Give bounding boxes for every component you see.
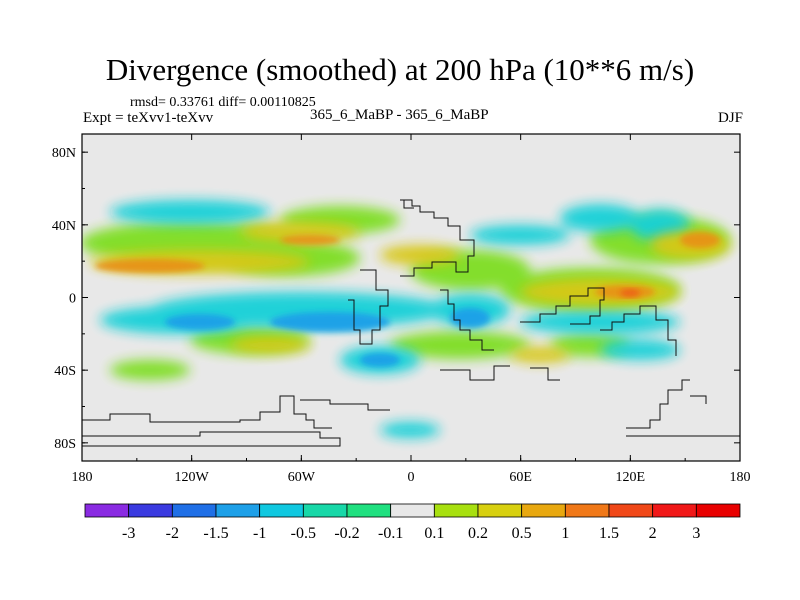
colorbar-label: -0.1 [378, 525, 403, 542]
y-tick-label: 80N [52, 146, 76, 161]
y-tick-label: 40S [54, 364, 76, 379]
colorbar-swatch [433, 503, 479, 518]
season-label: DJF [717, 110, 743, 126]
x-tick-label: 120W [175, 470, 210, 485]
colorbar-label: 0.1 [424, 525, 444, 542]
colorbar-label: -0.5 [291, 525, 316, 542]
colorbar-swatch [390, 503, 435, 518]
colorbar-swatch [215, 503, 261, 518]
colorbar-swatch [259, 503, 304, 518]
colorbar-label: 2 [649, 525, 657, 542]
colorbar-swatch [652, 503, 697, 518]
chart-title: Divergence (smoothed) at 200 hPa (10**6 … [105, 52, 695, 87]
colorbar-label: -1.5 [203, 525, 228, 542]
colorbar-swatch [477, 503, 523, 518]
axes-layer: 180 120W 60W 0 60E 120E 180 80N 40N 0 40S 80S [52, 134, 751, 485]
colorbar-label: -1 [253, 525, 266, 542]
experiment-label: Expt = teXvv1-teXvv [83, 110, 214, 126]
colorbar-swatch [302, 503, 348, 518]
y-tick-label: 80S [54, 437, 76, 452]
colorbar-swatch [695, 503, 741, 518]
stats-text: rmsd= 0.33761 diff= 0.00110825 [130, 95, 316, 110]
colorbar-swatch [521, 503, 566, 518]
y-tick-label: 40N [52, 219, 76, 234]
x-tick-label: 60W [288, 470, 316, 485]
colorbar-label: 0.2 [468, 525, 488, 542]
x-tick-label: 120E [616, 470, 646, 485]
colorbar-label: -3 [122, 525, 135, 542]
colorbar-label: 1.5 [599, 525, 619, 542]
y-tick-label: 0 [69, 292, 76, 307]
colorbar-label: 3 [692, 525, 700, 542]
colorbar-label: -2 [166, 525, 179, 542]
colorbar-swatch [128, 503, 173, 518]
x-tick-label: 60E [509, 470, 532, 485]
colorbar: -3 -2 -1.5 -1 -0.5 -0.2 -0.1 0.1 0.2 0.5 1 1.5 2 3 [84, 503, 741, 542]
colorbar-swatch [346, 503, 392, 518]
x-tick-label: 180 [730, 470, 751, 485]
field-layer [82, 200, 730, 438]
colorbar-swatch [564, 503, 610, 518]
colorbar-swatch [608, 503, 654, 518]
run-label: 365_6_MaBP - 365_6_MaBP [310, 107, 489, 123]
x-tick-label: 0 [408, 470, 415, 485]
colorbar-label: 1 [561, 525, 569, 542]
colorbar-swatch [84, 503, 130, 518]
colorbar-label: 0.5 [512, 525, 532, 542]
colorbar-swatch [171, 503, 217, 518]
x-tick-label: 180 [72, 470, 93, 485]
coastlines [82, 199, 740, 447]
colorbar-label: -0.2 [334, 525, 359, 542]
